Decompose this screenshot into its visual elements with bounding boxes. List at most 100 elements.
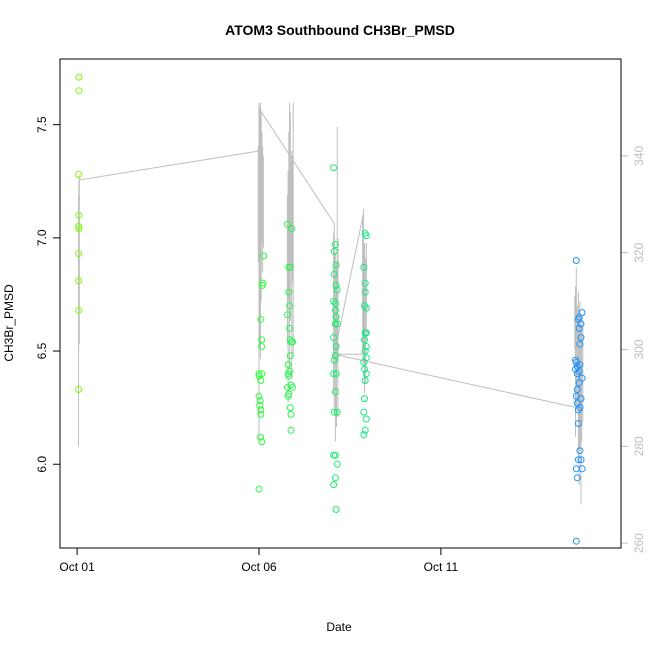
data-point (574, 456, 582, 464)
secondary-line (78, 107, 577, 409)
data-point (257, 406, 265, 414)
y2-tick-label: 300 (632, 339, 646, 359)
data-point (362, 415, 370, 423)
data-point (333, 408, 341, 416)
data-point (361, 377, 369, 384)
data-point (75, 73, 83, 81)
data-point (575, 367, 583, 375)
x-tick-label: Oct 06 (241, 560, 277, 574)
data-point (288, 225, 296, 233)
data-point (258, 438, 266, 446)
data-point (333, 320, 341, 328)
data-point (285, 288, 293, 296)
data-point (257, 433, 264, 441)
axes: Oct 01 Oct 06 Oct 11 6.0 6.5 7.0 7.5 (35, 58, 622, 574)
data-point (332, 370, 340, 378)
y2-tick-label: 260 (632, 533, 646, 553)
data-point (258, 343, 266, 350)
data-point (332, 281, 340, 289)
data-point (332, 506, 340, 513)
data-point (577, 456, 585, 464)
data-point (361, 426, 369, 434)
data-point (331, 306, 339, 314)
data-point (287, 410, 295, 418)
data-point (286, 404, 294, 412)
data-point (576, 340, 584, 348)
data-point (259, 279, 267, 287)
data-point (361, 347, 369, 355)
data-point (283, 311, 291, 319)
data-point (362, 343, 370, 350)
x-tick-label: Oct 11 (424, 560, 459, 574)
data-point (574, 420, 582, 427)
data-point (577, 395, 585, 403)
data-point (331, 352, 339, 360)
data-point (286, 263, 294, 271)
data-point (331, 241, 339, 249)
data-point (572, 365, 579, 373)
data-point (257, 315, 265, 323)
chart-title: ATOM3 Southbound CH3Br_PMSD (225, 22, 455, 38)
data-point (330, 247, 338, 255)
data-point (330, 481, 338, 489)
data-point (331, 474, 339, 482)
data-point (330, 356, 338, 364)
y-tick-label: 6.5 (35, 342, 49, 359)
data-point (360, 431, 368, 439)
data-point (361, 302, 368, 310)
data-point (578, 465, 586, 473)
data-point (574, 315, 582, 323)
data-point (572, 537, 580, 545)
data-point (331, 451, 339, 459)
data-point (75, 211, 83, 219)
data-point (332, 313, 340, 321)
data-point (361, 288, 369, 296)
data-point (332, 261, 340, 269)
data-point (330, 270, 338, 278)
data-point (330, 334, 338, 341)
data-point (75, 225, 83, 233)
secondary-series (78, 102, 584, 505)
data-point (362, 304, 370, 312)
data-point (572, 465, 580, 473)
data-point (75, 87, 83, 95)
y2-tick-label: 340 (632, 145, 646, 165)
y2-tick-label: 320 (632, 242, 646, 262)
plot-frame (59, 58, 622, 549)
x-tick-label: Oct 01 (59, 560, 95, 574)
data-point (286, 324, 294, 332)
data-point (361, 279, 369, 287)
data-point (331, 388, 339, 396)
data-point (256, 401, 264, 409)
data-point (362, 370, 370, 378)
data-point (258, 370, 266, 378)
data-point (286, 302, 294, 310)
data-point (330, 370, 338, 378)
data-point (75, 223, 83, 230)
data-point (573, 474, 581, 482)
data-point (361, 395, 368, 403)
data-point (576, 404, 584, 412)
data-point (331, 300, 339, 307)
data-point (284, 370, 292, 378)
data-point (572, 257, 580, 264)
data-point (75, 171, 83, 178)
data-point (75, 386, 83, 393)
y-tick-label: 6.0 (35, 456, 49, 473)
y2-tick-label: 280 (632, 436, 646, 456)
data-point (258, 336, 266, 344)
data-point (333, 460, 341, 468)
data-point (578, 374, 586, 382)
data-point (75, 306, 83, 314)
data-point (360, 263, 368, 271)
y-axis-label: CH3Br_PMSD (2, 284, 16, 362)
data-point (332, 343, 340, 350)
data-point (330, 297, 338, 305)
data-point (573, 386, 581, 393)
data-point (578, 309, 586, 317)
secondary-y-axis: 260 280 300 320 340 (620, 145, 646, 553)
data-point (255, 370, 263, 378)
data-point (577, 334, 585, 341)
data-point (75, 277, 83, 285)
